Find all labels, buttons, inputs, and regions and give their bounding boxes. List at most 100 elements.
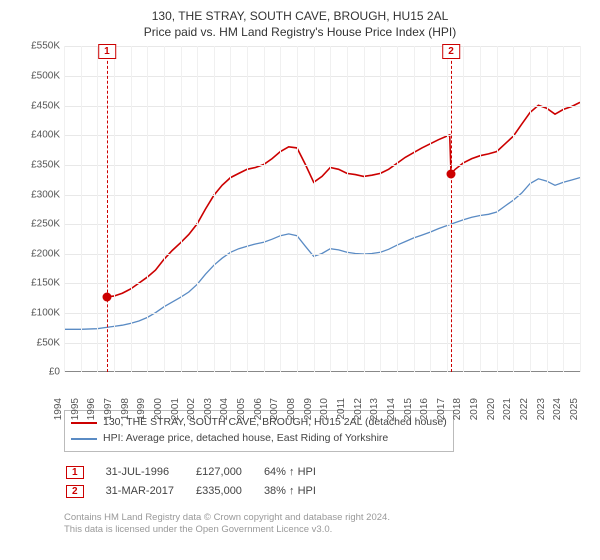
reference-line	[451, 46, 452, 372]
x-gridline	[347, 46, 348, 372]
plot-area: £0£50K£100K£150K£200K£250K£300K£350K£400…	[64, 46, 580, 372]
reference-line	[107, 46, 108, 372]
x-gridline	[547, 46, 548, 372]
y-gridline	[64, 135, 580, 136]
sale-price: £335,000	[196, 483, 262, 500]
y-gridline	[64, 76, 580, 77]
sale-badge: 1	[66, 466, 84, 479]
y-gridline	[64, 224, 580, 225]
sale-date: 31-MAR-2017	[106, 483, 194, 500]
x-gridline	[480, 46, 481, 372]
sale-date: 31-JUL-1996	[106, 464, 194, 481]
y-tick-label: £50K	[14, 337, 64, 348]
chart-container: 130, THE STRAY, SOUTH CAVE, BROUGH, HU15…	[0, 0, 600, 560]
x-tick-label: 2016	[419, 398, 430, 420]
x-gridline	[97, 46, 98, 372]
x-tick-label: 2010	[319, 398, 330, 420]
footer-line: This data is licensed under the Open Gov…	[64, 524, 590, 536]
y-tick-label: £500K	[14, 71, 64, 82]
legend-label: HPI: Average price, detached house, East…	[103, 431, 388, 447]
x-gridline	[230, 46, 231, 372]
x-tick-label: 2018	[452, 398, 463, 420]
y-gridline	[64, 283, 580, 284]
sale-point-marker	[447, 169, 456, 178]
reference-badge: 1	[98, 44, 116, 59]
x-gridline	[380, 46, 381, 372]
x-tick-label: 2003	[203, 398, 214, 420]
x-gridline	[64, 46, 65, 372]
x-gridline	[497, 46, 498, 372]
sale-price: £127,000	[196, 464, 262, 481]
x-gridline	[131, 46, 132, 372]
y-gridline	[64, 313, 580, 314]
x-tick-label: 2000	[153, 398, 164, 420]
x-gridline	[530, 46, 531, 372]
y-tick-label: £250K	[14, 219, 64, 230]
chart-area: £0 £50K £100K £150K £200K £250K £300K £350K £400…	[10, 46, 590, 406]
x-tick-label: 2014	[386, 398, 397, 420]
x-tick-label: 2009	[303, 398, 314, 420]
chart-title-1: 130, THE STRAY, SOUTH CAVE, BROUGH, HU15…	[10, 8, 590, 24]
x-gridline	[81, 46, 82, 372]
footer: Contains HM Land Registry data © Crown c…	[64, 512, 590, 537]
x-gridline	[447, 46, 448, 372]
table-row: 1 31-JUL-1996 £127,000 64% ↑ HPI	[66, 464, 336, 481]
x-gridline	[397, 46, 398, 372]
x-gridline	[414, 46, 415, 372]
y-gridline	[64, 343, 580, 344]
x-tick-label: 2025	[569, 398, 580, 420]
y-tick-label: £150K	[14, 278, 64, 289]
x-tick-label: 2002	[186, 398, 197, 420]
x-tick-label: 1994	[53, 398, 64, 420]
y-tick-label: £100K	[14, 308, 64, 319]
sales-table: 1 31-JUL-1996 £127,000 64% ↑ HPI 2 31-MA…	[64, 462, 338, 502]
x-tick-label: 2005	[236, 398, 247, 420]
x-gridline	[147, 46, 148, 372]
x-gridline	[364, 46, 365, 372]
y-tick-label: £350K	[14, 159, 64, 170]
x-gridline	[297, 46, 298, 372]
x-tick-label: 2013	[369, 398, 380, 420]
x-tick-label: 2024	[552, 398, 563, 420]
y-gridline	[64, 165, 580, 166]
y-tick-label: £400K	[14, 130, 64, 141]
footer-line: Contains HM Land Registry data © Crown c…	[64, 512, 590, 524]
sale-delta: 64% ↑ HPI	[264, 464, 336, 481]
x-tick-label: 2006	[253, 398, 264, 420]
x-tick-label: 2001	[170, 398, 181, 420]
x-tick-label: 2017	[436, 398, 447, 420]
legend-swatch	[71, 438, 97, 440]
x-tick-label: 1995	[70, 398, 81, 420]
x-tick-label: 1999	[136, 398, 147, 420]
x-tick-label: 2004	[219, 398, 230, 420]
x-tick-label: 2008	[286, 398, 297, 420]
x-gridline	[264, 46, 265, 372]
x-axis-labels: 1994199519961997199819992000200120022003…	[64, 372, 580, 406]
y-tick-label: £550K	[14, 41, 64, 52]
legend-item: HPI: Average price, detached house, East…	[71, 431, 447, 447]
y-tick-label: £200K	[14, 248, 64, 259]
sale-point-marker	[102, 293, 111, 302]
x-tick-label: 2021	[502, 398, 513, 420]
x-tick-label: 2015	[403, 398, 414, 420]
x-gridline	[114, 46, 115, 372]
x-tick-label: 2019	[469, 398, 480, 420]
x-tick-label: 1997	[103, 398, 114, 420]
x-tick-label: 1996	[86, 398, 97, 420]
x-gridline	[580, 46, 581, 372]
x-gridline	[314, 46, 315, 372]
y-gridline	[64, 195, 580, 196]
x-gridline	[280, 46, 281, 372]
x-gridline	[513, 46, 514, 372]
x-gridline	[164, 46, 165, 372]
x-tick-label: 1998	[120, 398, 131, 420]
x-tick-label: 2023	[536, 398, 547, 420]
x-gridline	[463, 46, 464, 372]
x-tick-label: 2007	[269, 398, 280, 420]
y-tick-label: £0	[14, 367, 64, 378]
y-gridline	[64, 254, 580, 255]
x-tick-label: 2022	[519, 398, 530, 420]
chart-title-2: Price paid vs. HM Land Registry's House …	[10, 24, 590, 40]
y-tick-label: £450K	[14, 100, 64, 111]
y-tick-label: £300K	[14, 189, 64, 200]
